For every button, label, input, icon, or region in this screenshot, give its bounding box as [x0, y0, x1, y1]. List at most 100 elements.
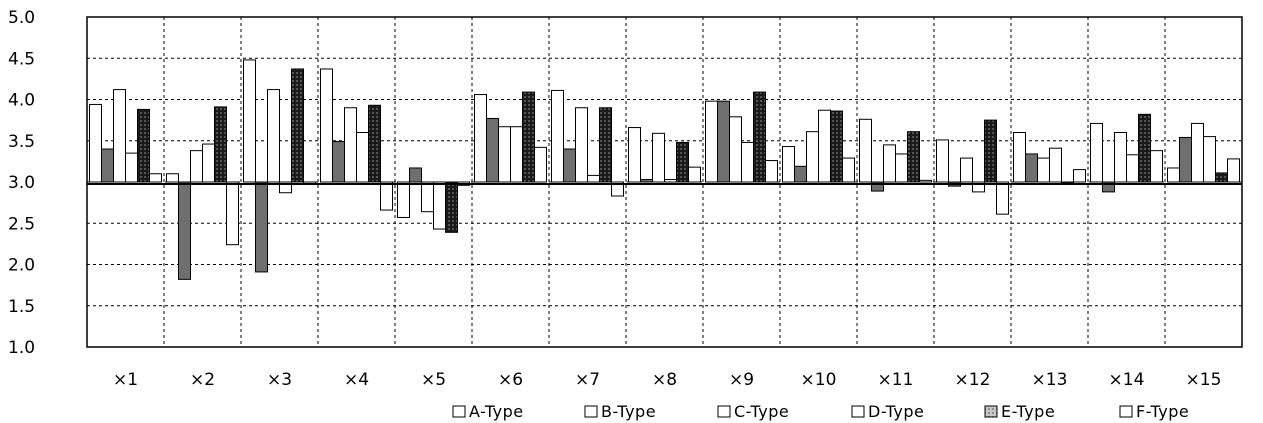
bar-c-type-14	[1114, 132, 1127, 183]
bar-c-type-12	[960, 157, 973, 183]
bar-e-type-5	[445, 181, 458, 233]
bar-d-type-12	[972, 181, 985, 193]
y-tick-label: 3.5	[8, 132, 35, 152]
bar-a-type-9	[705, 100, 718, 183]
category-label: ×9	[729, 370, 754, 390]
legend-swatch-f-type	[1119, 405, 1133, 418]
bar-a-type-8	[628, 127, 641, 183]
bar-d-type-2	[202, 143, 215, 183]
y-tick-label: 2.5	[8, 214, 35, 234]
bar-b-type-10	[794, 165, 807, 183]
legend-swatch-d-type	[851, 405, 865, 418]
bar-e-type-14	[1138, 113, 1151, 183]
bar-c-type-6	[498, 126, 511, 183]
bar-a-type-1	[89, 103, 102, 183]
y-tick-label: 1.5	[8, 297, 35, 317]
bar-d-type-11	[895, 153, 908, 183]
bar-a-type-4	[320, 68, 333, 183]
legend: A-Type B-Type C-Type D-Type E-Type F-Type	[452, 402, 1189, 421]
bar-f-type-12	[996, 181, 1009, 215]
legend-label-c-type: C-Type	[734, 402, 789, 421]
bar-c-type-2	[190, 150, 203, 183]
bar-c-type-10	[806, 131, 819, 183]
bar-a-type-3	[243, 59, 256, 183]
bar-b-type-7	[563, 148, 576, 183]
bar-b-type-8	[640, 179, 653, 183]
category-label: ×5	[421, 370, 446, 390]
bar-a-type-11	[859, 118, 872, 183]
bar-e-type-1	[137, 108, 150, 183]
bar-f-type-4	[380, 181, 393, 211]
bar-b-type-2	[178, 181, 191, 280]
bar-f-type-11	[919, 179, 932, 183]
legend-label-e-type: E-Type	[1001, 402, 1055, 421]
legend-label-a-type: A-Type	[469, 402, 524, 421]
bar-d-type-13	[1049, 147, 1062, 183]
bar-e-type-7	[599, 107, 612, 183]
bar-f-type-15	[1227, 158, 1240, 183]
bar-a-type-6	[474, 94, 487, 183]
bar-a-type-7	[551, 89, 564, 183]
bar-c-type-11	[883, 144, 896, 183]
category-label: ×13	[1032, 370, 1068, 390]
bar-c-type-13	[1037, 157, 1050, 183]
legend-label-d-type: D-Type	[868, 402, 924, 421]
bar-d-type-7	[587, 174, 600, 183]
y-tick-label: 4.5	[8, 49, 35, 69]
bar-c-type-4	[344, 107, 357, 183]
bar-f-type-8	[688, 166, 701, 183]
legend-label-b-type: B-Type	[601, 402, 656, 421]
legend-swatch-c-type	[717, 405, 731, 418]
bar-e-type-15	[1215, 172, 1228, 183]
x-axis-categories: ×1 ×2 ×3 ×4 ×5 ×6 ×7 ×8 ×9 ×10 ×11 ×12 ×13 ×14 ×15	[113, 370, 1221, 390]
bar-d-type-8	[664, 179, 677, 183]
bar-c-type-9	[729, 116, 742, 183]
category-label: ×2	[190, 370, 215, 390]
bar-a-type-13	[1013, 132, 1026, 183]
bar-c-type-3	[267, 89, 280, 183]
bar-a-type-10	[782, 146, 795, 183]
category-label: ×10	[801, 370, 837, 390]
bar-e-type-6	[522, 91, 535, 183]
bar-a-type-5	[397, 181, 410, 218]
gridlines	[87, 17, 1242, 347]
bar-e-type-12	[984, 119, 997, 183]
bar-c-type-5	[421, 181, 434, 213]
bar-a-type-12	[936, 139, 949, 183]
bar-a-type-15	[1167, 167, 1180, 183]
bar-c-type-7	[575, 107, 588, 183]
y-tick-label: 4.0	[8, 91, 35, 111]
bar-b-type-3	[255, 181, 268, 273]
bar-c-type-8	[652, 132, 665, 183]
category-label: ×6	[498, 370, 523, 390]
bar-b-type-5	[409, 167, 422, 183]
bar-e-type-11	[907, 131, 920, 183]
bar-d-type-10	[818, 109, 831, 183]
bar-a-type-2	[166, 173, 179, 183]
bar-f-type-10	[842, 157, 855, 183]
bar-d-type-6	[510, 126, 523, 183]
category-label: ×8	[652, 370, 677, 390]
bar-e-type-2	[214, 106, 227, 183]
category-label: ×7	[575, 370, 600, 390]
bar-f-type-2	[226, 181, 239, 246]
legend-swatch-a-type	[452, 405, 466, 418]
bar-e-type-4	[368, 104, 381, 183]
bar-e-type-9	[753, 91, 766, 183]
bar-b-type-13	[1025, 153, 1038, 183]
bar-b-type-6	[486, 117, 499, 183]
legend-label-f-type: F-Type	[1136, 402, 1189, 421]
legend-swatch-b-type	[584, 405, 598, 418]
bar-c-type-1	[113, 89, 126, 183]
category-label: ×14	[1109, 370, 1145, 390]
legend-swatch-e-type	[984, 405, 998, 418]
bars	[89, 59, 1240, 280]
y-tick-label: 5.0	[8, 8, 35, 28]
bar-f-type-9	[765, 160, 778, 183]
category-label: ×3	[267, 370, 292, 390]
bar-b-type-1	[101, 148, 114, 183]
y-axis-ticks: 1.0 1.5 2.0 2.5 3.0 3.5 4.0 4.5 5.0	[8, 8, 35, 358]
category-label: ×11	[878, 370, 914, 390]
category-label: ×12	[955, 370, 991, 390]
